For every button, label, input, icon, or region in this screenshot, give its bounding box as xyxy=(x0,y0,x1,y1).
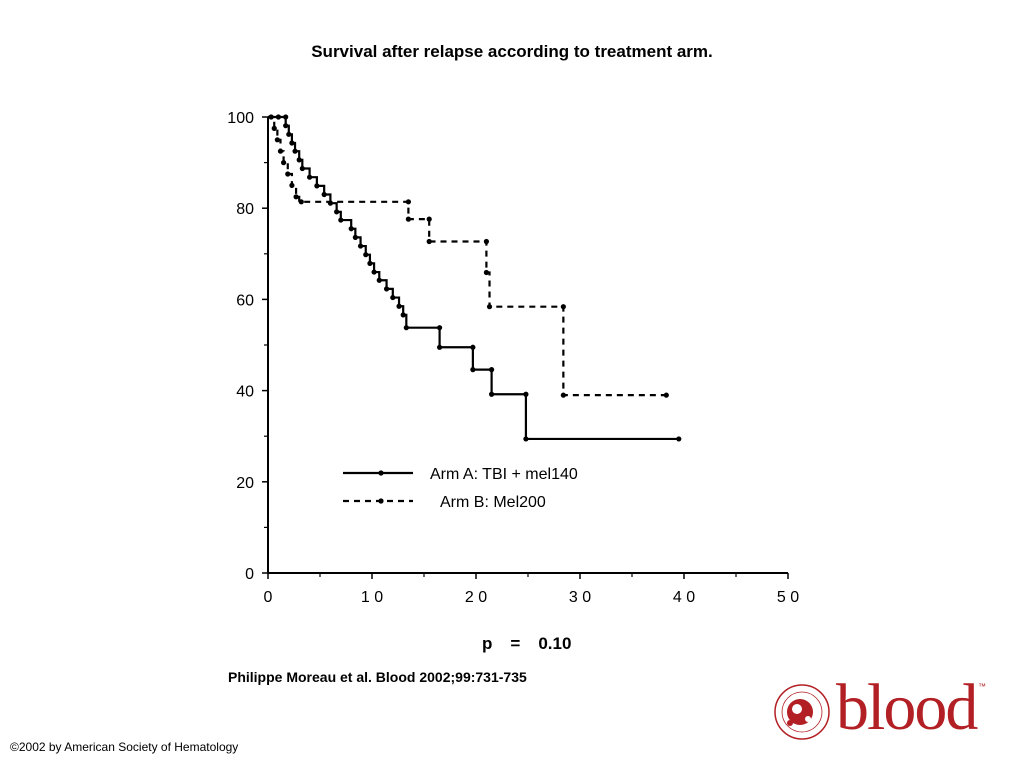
y-tick-label: 40 xyxy=(236,384,254,401)
data-point xyxy=(437,325,443,331)
data-point xyxy=(523,391,529,397)
data-point xyxy=(298,199,304,205)
axes: 0 20 40 60 80 100 0 1 0 2 0 3 0 4 0 5 0 xyxy=(227,110,799,606)
data-point xyxy=(390,294,396,301)
x-tick-label: 5 0 xyxy=(777,589,799,606)
data-point xyxy=(357,243,364,249)
p-label: p xyxy=(482,634,493,653)
data-point xyxy=(286,131,292,137)
y-tick-label: 100 xyxy=(227,110,254,127)
blood-journal-logo: blood ™ xyxy=(770,671,1000,748)
legend-label: Arm A: TBI + mel140 xyxy=(430,466,578,483)
x-tick-label: 4 0 xyxy=(673,589,695,606)
data-point xyxy=(268,114,274,120)
data-point xyxy=(489,391,495,397)
data-point xyxy=(352,234,358,240)
data-point xyxy=(314,183,320,189)
y-tick-label: 0 xyxy=(245,566,254,583)
data-point xyxy=(470,344,476,350)
data-point xyxy=(277,148,284,154)
data-point xyxy=(363,252,369,258)
data-point xyxy=(426,216,432,222)
legend-swatch-point xyxy=(378,470,384,476)
data-point xyxy=(292,148,298,154)
data-point xyxy=(289,140,295,146)
series-arm-b xyxy=(268,114,669,398)
x-tick-label: 0 xyxy=(264,589,273,606)
data-point xyxy=(283,114,289,120)
series-arm-a xyxy=(268,114,682,442)
data-point xyxy=(289,182,295,188)
data-point xyxy=(400,312,406,318)
legend-label: Arm B: Mel200 xyxy=(440,494,546,511)
data-point xyxy=(470,367,476,373)
data-point xyxy=(376,277,382,283)
data-point xyxy=(275,114,281,120)
data-point xyxy=(293,194,299,200)
data-point xyxy=(483,269,489,276)
ash-seal-icon xyxy=(774,684,830,740)
data-point xyxy=(285,171,291,177)
x-tick-label: 1 0 xyxy=(361,589,383,606)
p-value: 0.10 xyxy=(538,634,572,653)
data-point xyxy=(274,137,280,143)
data-point xyxy=(426,238,432,245)
data-point xyxy=(281,160,287,166)
copyright: ©2002 by American Society of Hematology xyxy=(10,740,239,754)
legend-swatch-point xyxy=(378,498,384,504)
data-point xyxy=(437,344,443,350)
data-point xyxy=(560,304,566,310)
data-point xyxy=(367,260,373,266)
data-point xyxy=(299,165,305,172)
data-point xyxy=(489,367,495,373)
data-point xyxy=(371,269,377,275)
y-tick-label: 20 xyxy=(236,475,254,492)
p-value-annotation: p = 0.10 xyxy=(482,634,571,654)
data-point xyxy=(396,303,402,309)
data-point xyxy=(321,191,327,198)
data-point xyxy=(676,436,682,442)
series-line xyxy=(268,115,667,397)
data-point xyxy=(338,217,344,223)
y-tick-label: 60 xyxy=(236,292,254,309)
p-equals: = xyxy=(510,634,521,653)
data-point xyxy=(486,304,493,310)
data-point xyxy=(307,174,313,180)
logo-trademark: ™ xyxy=(978,682,986,691)
logo-wordmark: blood xyxy=(836,671,978,744)
data-point xyxy=(334,209,340,215)
data-point xyxy=(405,199,411,205)
data-point xyxy=(283,123,289,129)
y-tick-label: 80 xyxy=(236,201,254,218)
data-point xyxy=(405,216,411,222)
data-point xyxy=(296,157,302,163)
x-tick-label: 3 0 xyxy=(569,589,591,606)
data-point xyxy=(483,238,489,245)
data-point xyxy=(560,392,566,398)
citation: Philippe Moreau et al. Blood 2002;99:731… xyxy=(228,669,527,685)
data-point xyxy=(383,286,390,292)
series-line xyxy=(268,115,679,441)
series-layer xyxy=(268,114,682,442)
data-point xyxy=(403,325,409,331)
data-point xyxy=(523,436,529,442)
slide-title: Survival after relapse according to trea… xyxy=(311,42,713,61)
data-point xyxy=(271,125,277,131)
data-point xyxy=(348,226,354,232)
x-tick-label: 2 0 xyxy=(465,589,487,606)
legend: Arm A: TBI + mel140 Arm B: Mel200 xyxy=(343,466,578,511)
data-point xyxy=(663,392,669,398)
